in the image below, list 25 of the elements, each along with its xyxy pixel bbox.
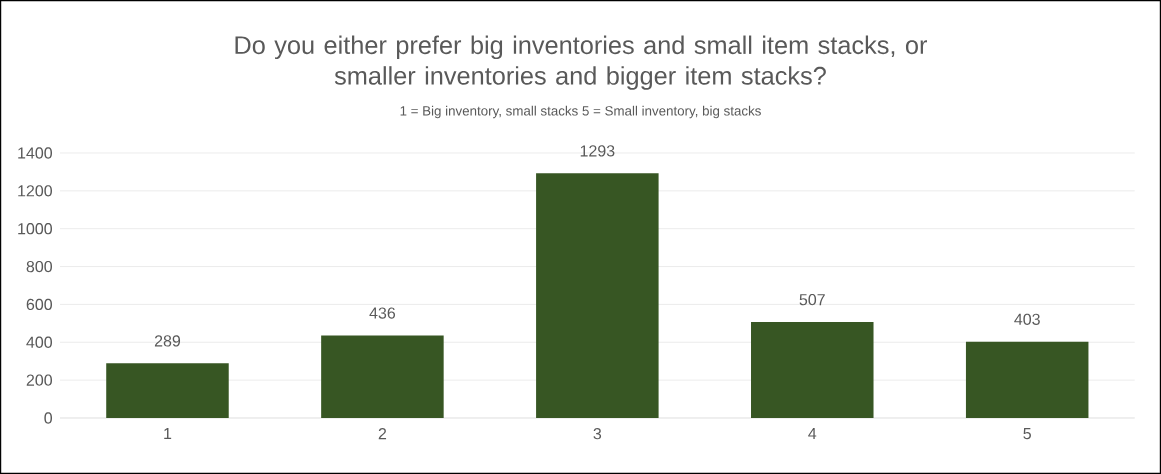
data-label: 403 (1014, 313, 1040, 325)
bar (321, 335, 444, 418)
y-tick-label: 0 (44, 412, 53, 424)
data-label: 1293 (580, 145, 615, 157)
y-tick-label: 1400 (18, 147, 53, 159)
x-tick-label: 3 (593, 428, 602, 440)
data-label: 507 (799, 293, 825, 306)
y-tick-label: 200 (26, 374, 53, 386)
y-tick-label: 400 (26, 336, 53, 348)
y-tick-label: 1200 (18, 185, 53, 197)
chart-subtitle: 1 = Big inventory, small stacks 5 = Small inventory, big stacks (400, 105, 761, 119)
bar (965, 341, 1089, 418)
bar (106, 363, 229, 418)
bar (536, 173, 659, 418)
y-tick-label: 800 (26, 260, 53, 273)
x-tick-label: 5 (1023, 428, 1031, 440)
y-tick-label: 600 (26, 298, 53, 311)
data-label: 436 (369, 307, 396, 319)
chart-title: Do you either prefer big inventories and small item stacks, or smaller inventories and bigger item stacks? (235, 35, 927, 90)
x-tick-label: 1 (164, 428, 172, 440)
bar (751, 322, 874, 418)
data-label: 289 (154, 335, 181, 347)
y-tick-label: 1000 (18, 223, 53, 235)
x-tick-label: 4 (808, 428, 817, 440)
x-tick-label: 2 (378, 428, 387, 440)
